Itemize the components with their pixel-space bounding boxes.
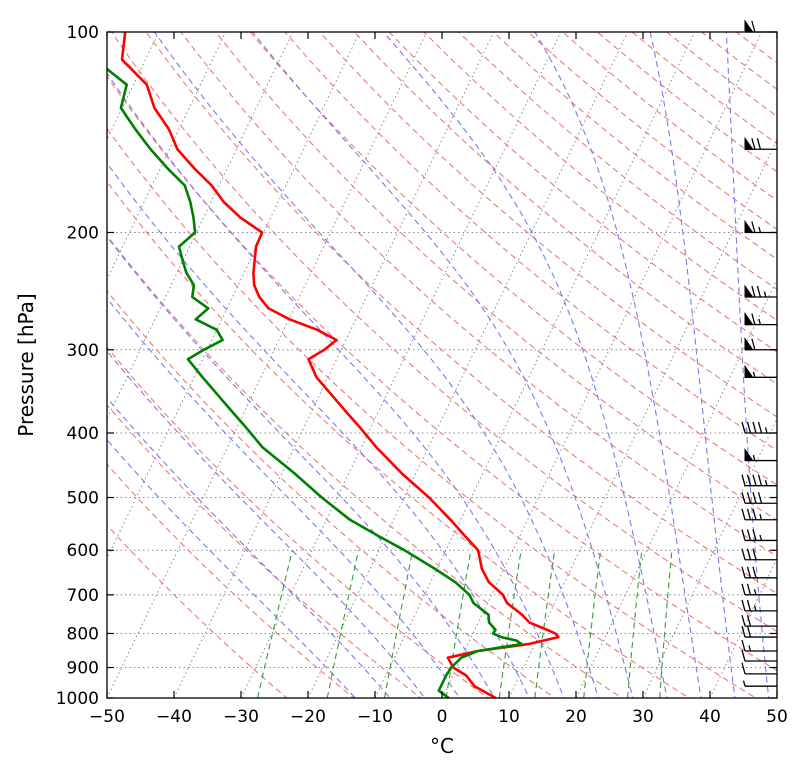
mixing-ratio-line [445, 550, 472, 698]
y-tick-label: 800 [67, 624, 99, 644]
y-axis-label: Pressure [hPa] [14, 293, 38, 436]
y-tick-label: 600 [67, 541, 99, 561]
mixing-ratio-line [583, 550, 602, 698]
moist-adiabat-line [107, 439, 357, 698]
x-tick-label: −20 [290, 707, 326, 727]
moist-adiabat-line [725, 32, 770, 698]
mixing-ratio-line [383, 550, 414, 698]
y-tick-label: 400 [67, 424, 99, 444]
moist-adiabat-line [107, 350, 426, 698]
wind-barb [744, 136, 777, 150]
moist-adiabat-line [153, 32, 599, 698]
dry-adiabat-line [107, 404, 422, 698]
wind-barbs [741, 19, 777, 687]
x-tick-label: 20 [565, 707, 587, 727]
isotherm-line [107, 32, 361, 560]
dry-adiabat-line [319, 32, 777, 418]
y-tick-label: 1000 [56, 689, 99, 709]
dry-adiabat-line [354, 32, 777, 385]
wind-barb [741, 639, 777, 652]
isotherm-line [374, 32, 696, 698]
wind-barb [744, 284, 777, 298]
y-tick-label: 500 [67, 489, 99, 509]
mixing-ratio-line [498, 550, 522, 698]
x-tick-label: 50 [766, 707, 788, 727]
wind-barb [741, 529, 777, 542]
x-tick-label: −50 [89, 707, 125, 727]
moist-adiabat-line [534, 32, 702, 698]
temperature-line [120, 32, 560, 698]
y-tick-label: 900 [67, 659, 99, 679]
isotherm-line [240, 32, 562, 698]
dry-adiabat-line [107, 463, 355, 698]
wind-barb [741, 492, 777, 504]
wind-barb [741, 548, 777, 561]
isotherm-line [307, 32, 629, 698]
dry-adiabat-line [215, 32, 777, 521]
mixing-ratio-line [534, 550, 556, 698]
x-tick-label: −10 [357, 707, 393, 727]
wind-barb [744, 312, 777, 326]
wind-barb [744, 364, 777, 378]
wind-barb [741, 508, 777, 521]
x-tick-label: −40 [156, 707, 192, 727]
dry-adiabat-line [107, 290, 556, 698]
mixing-ratio-line [659, 550, 673, 698]
profile-lines [107, 32, 560, 698]
moist-adiabat-line [107, 297, 461, 698]
x-tick-label: 0 [437, 707, 448, 727]
dewpoint-line [107, 67, 523, 698]
wind-barb [741, 614, 777, 627]
dry-adiabat-line [107, 180, 690, 698]
isotherm-line [173, 32, 495, 698]
moist-adiabat-line [107, 72, 565, 698]
mixing-ratio-line [326, 550, 360, 698]
dry-adiabat-line [107, 75, 777, 672]
dry-adiabat-line [423, 32, 777, 321]
dry-adiabat-line [284, 32, 777, 452]
y-tick-label: 300 [67, 341, 99, 361]
x-tick-label: 30 [632, 707, 654, 727]
y-tick-label: 700 [67, 586, 99, 606]
wind-barb [741, 474, 777, 487]
dry-adiabat-line [107, 127, 757, 698]
wind-barb [741, 625, 777, 638]
background-lines [107, 32, 777, 698]
moist-adiabat-line [107, 397, 391, 698]
mixing-ratio-line [257, 550, 293, 698]
dry-adiabat-line [388, 32, 777, 353]
wind-barb [741, 599, 777, 612]
dry-adiabat-line [145, 32, 777, 595]
isotherm-line [508, 138, 777, 698]
isotherm-line [575, 278, 777, 698]
wind-barb [742, 680, 777, 687]
wind-barb [741, 649, 777, 662]
y-tick-label: 200 [67, 223, 99, 243]
moist-adiabat-line [649, 32, 736, 698]
y-tick-label: 100 [67, 23, 99, 43]
isotherm-line [107, 32, 294, 420]
wind-barb [741, 662, 777, 675]
x-axis: −50 −40 −30 −20 −10 0 10 20 30 40 50 [89, 32, 788, 727]
isotherm-line [441, 32, 763, 698]
wind-barb [741, 566, 777, 579]
x-tick-label: 10 [498, 707, 520, 727]
wind-barb [744, 447, 777, 462]
x-axis-label: °C [430, 734, 454, 758]
moist-adiabat-line [107, 162, 530, 698]
moist-adiabat-line [107, 235, 496, 698]
dry-adiabat-line [111, 32, 777, 633]
y-axis: 100 200 300 400 500 600 700 800 900 1000 [56, 23, 777, 709]
mixing-ratio-line [627, 550, 643, 698]
dry-adiabat-line [107, 524, 288, 698]
moist-adiabat-line [252, 32, 634, 698]
dry-adiabat-line [249, 32, 777, 486]
dry-adiabat-line [107, 234, 623, 698]
x-tick-label: 40 [699, 707, 721, 727]
x-tick-label: −30 [223, 707, 259, 727]
